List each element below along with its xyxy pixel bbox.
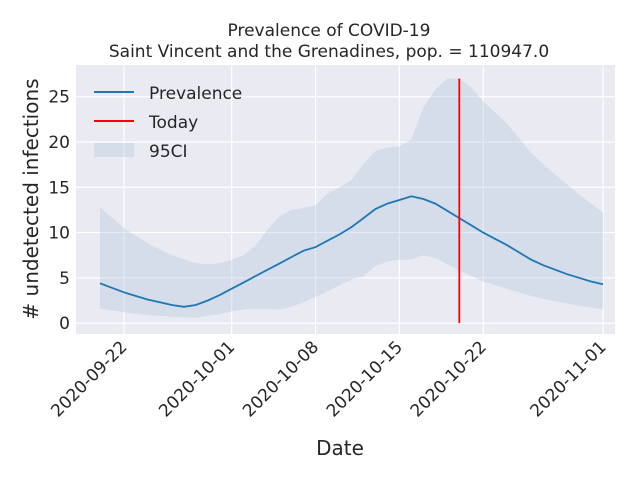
x-tick-label: 2020-10-15 — [323, 337, 407, 421]
series-lines — [99, 78, 604, 324]
ci-band — [100, 78, 603, 318]
legend-swatch-95ci — [94, 143, 134, 157]
plot-area — [76, 65, 615, 334]
y-tick-label: 25 — [48, 88, 70, 108]
y-tick-label: 0 — [59, 314, 70, 334]
x-tick-label: 2020-10-01 — [155, 337, 239, 421]
y-tick-label: 15 — [48, 178, 70, 198]
legend: Prevalence Today 95CI — [94, 84, 242, 162]
y-tick-label: 10 — [48, 224, 70, 244]
ci-band-area — [100, 78, 603, 318]
x-tick-label: 2020-09-22 — [47, 337, 131, 421]
x-tick-label: 2020-11-01 — [527, 337, 611, 421]
y-tick-label: 5 — [59, 269, 70, 289]
series-line-prevalence — [99, 195, 604, 308]
x-tick-labels: 2020-09-22 2020-10-01 2020-10-08 2020-10-15… — [47, 337, 610, 421]
y-axis-label: # undetected infections — [19, 78, 43, 319]
y-tick-labels: 0 5 10 15 20 25 — [48, 88, 70, 334]
legend-label-95ci: 95CI — [149, 142, 188, 162]
legend-label-today: Today — [148, 113, 198, 133]
chart-title: Prevalence of COVID-19 — [228, 21, 431, 41]
x-tick-label: 2020-10-22 — [407, 337, 491, 421]
x-axis-label: Date — [316, 436, 364, 460]
legend-label-prevalence: Prevalence — [149, 84, 242, 104]
chart-subtitle: Saint Vincent and the Grenadines, pop. =… — [109, 42, 549, 62]
x-tick-label: 2020-10-08 — [239, 337, 323, 421]
y-tick-label: 20 — [48, 133, 70, 153]
